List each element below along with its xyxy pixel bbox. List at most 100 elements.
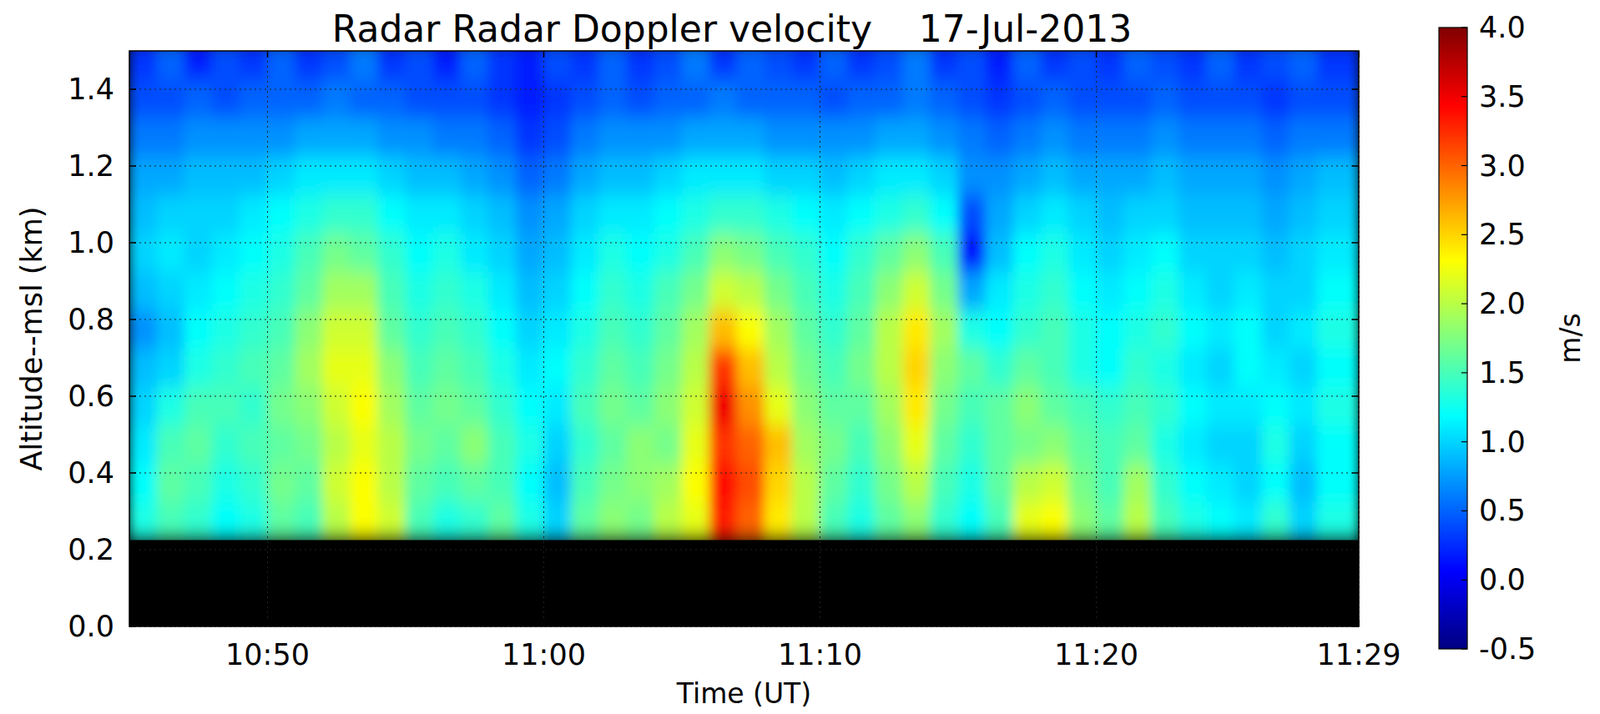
cell [433,117,462,157]
cell [1206,501,1235,541]
cell [653,424,682,465]
cell [349,424,379,465]
cell [349,271,379,311]
cell [1206,79,1235,119]
cell [819,79,848,119]
tick [1357,620,1360,627]
cell [405,424,435,465]
cell [377,156,406,196]
cell [1150,271,1180,311]
chart: 10:5011:0011:1011:2011:290.00.20.40.60.8… [0,0,1600,714]
cell [764,386,793,426]
cell [598,117,627,157]
cell [1289,309,1318,349]
cell [543,117,572,157]
cell [1150,424,1180,465]
cell [847,79,876,119]
cell [1234,232,1263,273]
tick-label: 2.5 [1478,217,1526,252]
cell [1013,463,1042,503]
cell [488,463,517,503]
cell [1123,348,1152,388]
cell [460,501,490,541]
cell [1178,424,1207,465]
cell [294,501,324,541]
cell [1261,50,1291,81]
cell [405,79,435,119]
cell [792,309,821,349]
cell [156,50,186,81]
cell [1040,79,1070,119]
cell [1261,79,1291,119]
tick-label: -0.5 [1478,632,1536,667]
cell [792,501,821,541]
cell [488,271,517,311]
cell [874,232,904,273]
cell [847,309,876,349]
grid-line [543,50,545,627]
cell [460,232,490,273]
cell [1317,463,1359,503]
cell [239,463,268,503]
cell [598,501,627,541]
cell [267,156,296,196]
cell [239,348,268,388]
cells [129,50,1359,541]
cell [598,424,627,465]
cell [1178,194,1207,234]
cell [1178,156,1207,196]
tick-label: 1.5 [1478,356,1526,390]
cell [1150,156,1180,196]
cell [1068,50,1097,81]
cell [570,194,600,234]
cell [985,50,1015,81]
cell [764,271,793,311]
cell [874,50,904,81]
cell [1234,309,1263,349]
cell [1013,348,1042,388]
cell [322,424,351,465]
cell [460,117,490,157]
cell [764,424,793,465]
colorbar-scale [1438,27,1468,650]
grid-line [129,89,1359,91]
cell [653,156,682,196]
cell [1123,463,1152,503]
cell [543,386,572,426]
cell [764,79,793,119]
cell [184,386,213,426]
tick-label: 3.5 [1478,80,1526,114]
cell [681,271,711,311]
cell [488,232,517,273]
cell [1178,309,1207,349]
cell [349,79,379,119]
cell [1206,348,1235,388]
cell [1289,386,1318,426]
cell [349,232,379,273]
tick [1352,549,1359,551]
cell [653,348,682,388]
cell [653,50,682,81]
cell [819,117,848,157]
cell [736,501,766,541]
cell [294,463,324,503]
cell [681,348,711,388]
cell [1095,50,1125,81]
cell [736,386,766,426]
title: Radar Radar Doppler velocity 17-Jul-2013 [332,7,1132,51]
cell [322,232,351,273]
cell [598,386,627,426]
cell [653,386,682,426]
cell [460,79,490,119]
cell [433,232,462,273]
cell [1040,501,1070,541]
cell [1040,309,1070,349]
tick [1461,165,1468,167]
tick-label: 0.4 [67,456,115,490]
cell [764,50,793,81]
cell [211,156,241,196]
tick [1461,510,1468,512]
cell [570,501,600,541]
tick [1461,441,1468,443]
cell [1206,50,1235,81]
